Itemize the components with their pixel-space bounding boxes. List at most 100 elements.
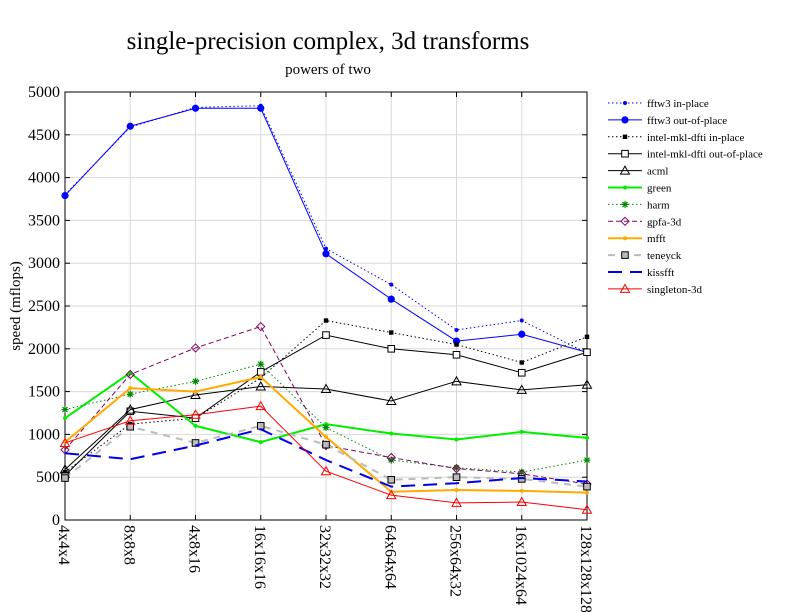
data-point-intel-mkl-dfti-in-place (389, 330, 394, 335)
data-point-teneyck (126, 422, 135, 431)
x-tick-label: 64x64x64 (381, 525, 398, 589)
data-point-acml (124, 404, 136, 414)
data-point-singleton-3d (385, 489, 397, 500)
series-acml (59, 375, 593, 474)
chart-subtitle: powers of two (285, 62, 371, 78)
data-point-singleton-3d (190, 409, 201, 419)
legend-marker-green (623, 185, 627, 190)
data-point-fftw3-in-place (389, 282, 394, 287)
data-point-singleton-3d (320, 465, 332, 476)
data-point-harm (583, 456, 591, 464)
data-point-green (63, 416, 67, 421)
data-point-harm (257, 360, 265, 368)
data-point-fftw3-out-of-place (191, 104, 200, 112)
data-point-harm (322, 424, 330, 432)
data-point-harm (126, 390, 134, 398)
series-line-gpfa-3d (64, 325, 588, 485)
legend-marker-gpfa-3d (620, 216, 630, 227)
legend-label-fftw3-out-of-place: fftw3 out-of-place (647, 115, 727, 127)
x-tick-label: 256x64x32 (447, 525, 464, 597)
data-point-teneyck (256, 422, 265, 430)
data-point-fftw3-out-of-place (61, 191, 69, 200)
legend-marker-fftw3-out-of-place (621, 116, 629, 124)
y-tick-label: 4000 (28, 170, 60, 187)
legend: fftw3 in-place fftw3 out-of-place intel-mk… (608, 98, 763, 296)
y-tick-label: 1500 (28, 384, 60, 401)
data-point-green (258, 440, 263, 445)
legend-marker-acml (619, 165, 631, 175)
legend-item-teneyck: teneyck (608, 250, 682, 262)
y-axis-label: speed (mflops) (8, 261, 24, 351)
legend-label-intel-mkl-dfti-in-place: intel-mkl-dfti in-place (647, 132, 745, 144)
series-kissfft (64, 428, 588, 488)
data-point-fftw3-out-of-place (387, 295, 395, 303)
data-point-green (193, 423, 198, 428)
data-point-fftw3-out-of-place (257, 104, 265, 112)
gridlines (65, 92, 587, 520)
data-point-gpfa-3d (256, 321, 266, 332)
data-point-mfft (128, 386, 133, 391)
legend-item-intel-mkl-dfti-out-of-place: intel-mkl-dfti out-of-place (608, 149, 763, 161)
legend-label-gpfa-3d: gpfa-3d (647, 216, 682, 228)
data-point-intel-mkl-dfti-out-of-place (583, 348, 591, 357)
series-layer (59, 103, 593, 514)
data-point-fftw3-out-of-place (518, 330, 526, 338)
data-point-singleton-3d (516, 496, 528, 507)
data-point-gpfa-3d (386, 452, 396, 463)
series-line-kissfft (64, 428, 588, 488)
data-point-intel-mkl-dfti-out-of-place (322, 331, 330, 339)
data-point-mfft (324, 434, 328, 439)
legend-item-harm: harm (608, 199, 670, 211)
data-point-intel-mkl-dfti-in-place (454, 342, 459, 347)
series-singleton-3d (59, 400, 593, 514)
legend-label-fftw3-in-place: fftw3 in-place (647, 98, 709, 110)
data-point-fftw3-in-place (519, 318, 524, 323)
data-point-mfft (585, 490, 589, 495)
axis-ticks: 0 500 1000 1500 2000 2500 3000 3500 4000 4500 5000… (28, 84, 594, 612)
x-tick-label: 128x128x128 (577, 525, 594, 612)
legend-label-singleton-3d: singleton-3d (647, 284, 702, 296)
data-point-singleton-3d (451, 497, 462, 507)
legend-marker-intel-mkl-dfti-in-place (622, 134, 628, 139)
data-point-acml (59, 463, 71, 474)
legend-label-teneyck: teneyck (647, 250, 682, 262)
x-tick-label: 4x4x4 (55, 525, 72, 565)
legend-label-harm: harm (647, 199, 670, 211)
data-point-intel-mkl-dfti-out-of-place (452, 350, 461, 359)
data-point-fftw3-in-place (454, 327, 459, 332)
data-point-intel-mkl-dfti-in-place (584, 334, 590, 340)
legend-label-green: green (647, 183, 672, 195)
series-gpfa-3d (60, 321, 592, 489)
legend-item-mfft: mfft (608, 233, 666, 245)
data-point-teneyck (61, 474, 69, 482)
data-point-teneyck (452, 473, 461, 481)
x-tick-label: 16x16x16 (251, 525, 268, 589)
y-tick-label: 0 (52, 512, 60, 529)
x-tick-label: 16x1024x64 (512, 525, 529, 605)
data-point-intel-mkl-dfti-in-place (323, 318, 329, 323)
data-point-mfft (193, 389, 198, 394)
x-tick-label: 32x32x32 (316, 525, 333, 589)
x-tick-label: 4x8x16 (186, 525, 203, 573)
legend-item-intel-mkl-dfti-in-place: intel-mkl-dfti in-place (608, 132, 745, 144)
data-point-intel-mkl-dfti-out-of-place (387, 345, 396, 353)
data-point-mfft (454, 488, 459, 493)
legend-item-fftw3-out-of-place: fftw3 out-of-place (608, 115, 727, 127)
legend-item-fftw3-in-place: fftw3 in-place (608, 98, 709, 110)
series-line-singleton-3d (64, 405, 588, 511)
data-point-harm (61, 406, 69, 414)
data-point-intel-mkl-dfti-out-of-place (256, 368, 265, 376)
legend-label-kissfft: kissfft (647, 267, 674, 279)
legend-item-green: green (608, 183, 672, 195)
chart-title: single-precision complex, 3d transforms (126, 28, 530, 55)
legend-label-intel-mkl-dfti-out-of-place: intel-mkl-dfti out-of-place (647, 149, 763, 161)
legend-marker-intel-mkl-dfti-out-of-place (621, 149, 629, 158)
data-point-fftw3-out-of-place (322, 250, 330, 258)
data-point-intel-mkl-dfti-in-place (519, 360, 524, 365)
legend-item-singleton-3d: singleton-3d (608, 283, 702, 296)
series-teneyck (61, 422, 591, 491)
legend-marker-fftw3-in-place (623, 101, 627, 105)
data-point-green (585, 435, 589, 440)
y-tick-label: 3000 (28, 255, 60, 272)
